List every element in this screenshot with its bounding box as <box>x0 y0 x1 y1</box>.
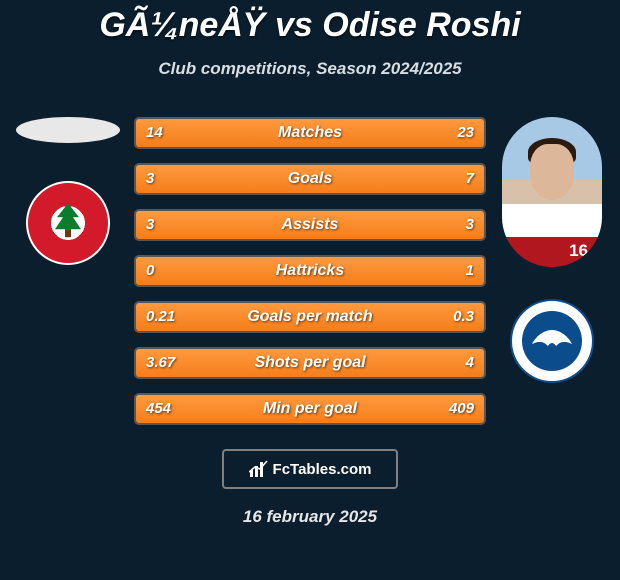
stat-row: 33Assists <box>134 209 486 241</box>
stat-row: 37Goals <box>134 163 486 195</box>
stat-row: 0.210.3Goals per match <box>134 301 486 333</box>
left-player-avatar-placeholder <box>16 117 120 143</box>
stat-label: Goals <box>136 170 484 188</box>
stat-label: Hattricks <box>136 262 484 280</box>
eagle-icon <box>530 326 574 356</box>
right-player-column: 16 <box>492 117 612 425</box>
page-subtitle: Club competitions, Season 2024/2025 <box>0 59 620 79</box>
stat-row: 1423Matches <box>134 117 486 149</box>
tree-icon <box>53 203 83 239</box>
stat-label: Assists <box>136 216 484 234</box>
page-title: GÃ¼neÅŸ vs Odise Roshi <box>0 0 620 45</box>
left-club-badge <box>26 181 110 265</box>
chart-icon <box>249 460 269 478</box>
branding-badge: FcTables.com <box>222 449 398 489</box>
jersey-number: 16 <box>569 241 588 261</box>
stat-label: Min per goal <box>136 400 484 418</box>
right-player-avatar: 16 <box>502 117 602 267</box>
comparison-panel: 1423Matches 37Goals 33Assists 01Hattricks 0.… <box>0 117 620 425</box>
stat-row: 454409Min per goal <box>134 393 486 425</box>
avatar-head <box>530 144 574 200</box>
stat-row: 3.674Shots per goal <box>134 347 486 379</box>
stat-row: 01Hattricks <box>134 255 486 287</box>
stat-label: Matches <box>136 124 484 142</box>
branding-text: FcTables.com <box>273 461 372 478</box>
right-club-badge <box>510 299 594 383</box>
footer-date: 16 february 2025 <box>0 507 620 527</box>
stat-label: Goals per match <box>136 308 484 326</box>
left-player-column <box>8 117 128 425</box>
stat-label: Shots per goal <box>136 354 484 372</box>
stat-bars: 1423Matches 37Goals 33Assists 01Hattricks 0.… <box>128 117 492 425</box>
